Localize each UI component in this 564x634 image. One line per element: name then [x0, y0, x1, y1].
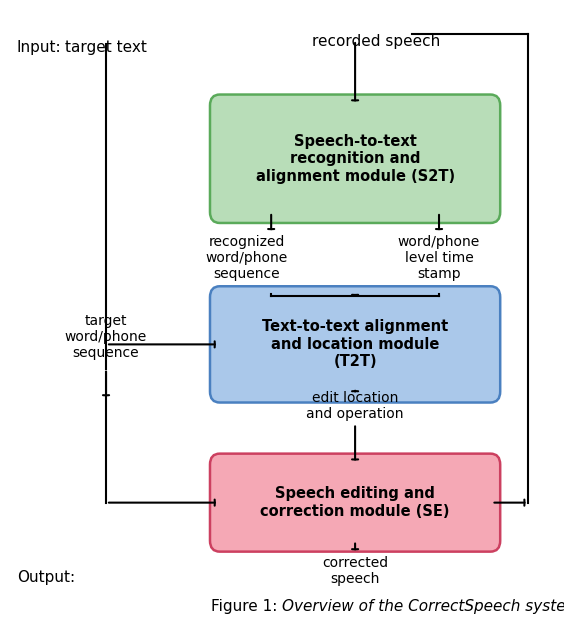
Text: word/phone
level time
stamp: word/phone level time stamp — [398, 235, 480, 281]
Text: Figure 1:: Figure 1: — [211, 599, 282, 614]
Text: Input:: Input: — [17, 40, 61, 55]
Text: recorded speech: recorded speech — [312, 34, 440, 49]
Text: Speech editing and
correction module (SE): Speech editing and correction module (SE… — [261, 486, 450, 519]
Text: Speech-to-text
recognition and
alignment module (S2T): Speech-to-text recognition and alignment… — [255, 134, 455, 184]
Text: target
word/phone
sequence: target word/phone sequence — [65, 314, 147, 360]
Text: corrected
speech: corrected speech — [322, 555, 388, 586]
FancyBboxPatch shape — [210, 454, 500, 552]
FancyBboxPatch shape — [210, 94, 500, 223]
Text: target text: target text — [65, 40, 147, 55]
Text: Output:: Output: — [17, 569, 75, 585]
Text: Text-to-text alignment
and location module
(T2T): Text-to-text alignment and location modu… — [262, 320, 448, 369]
Text: recognized
word/phone
sequence: recognized word/phone sequence — [206, 235, 288, 281]
FancyBboxPatch shape — [210, 287, 500, 403]
Text: edit location
and operation: edit location and operation — [306, 391, 404, 422]
Text: Overview of the CorrectSpeech system.: Overview of the CorrectSpeech system. — [282, 599, 564, 614]
